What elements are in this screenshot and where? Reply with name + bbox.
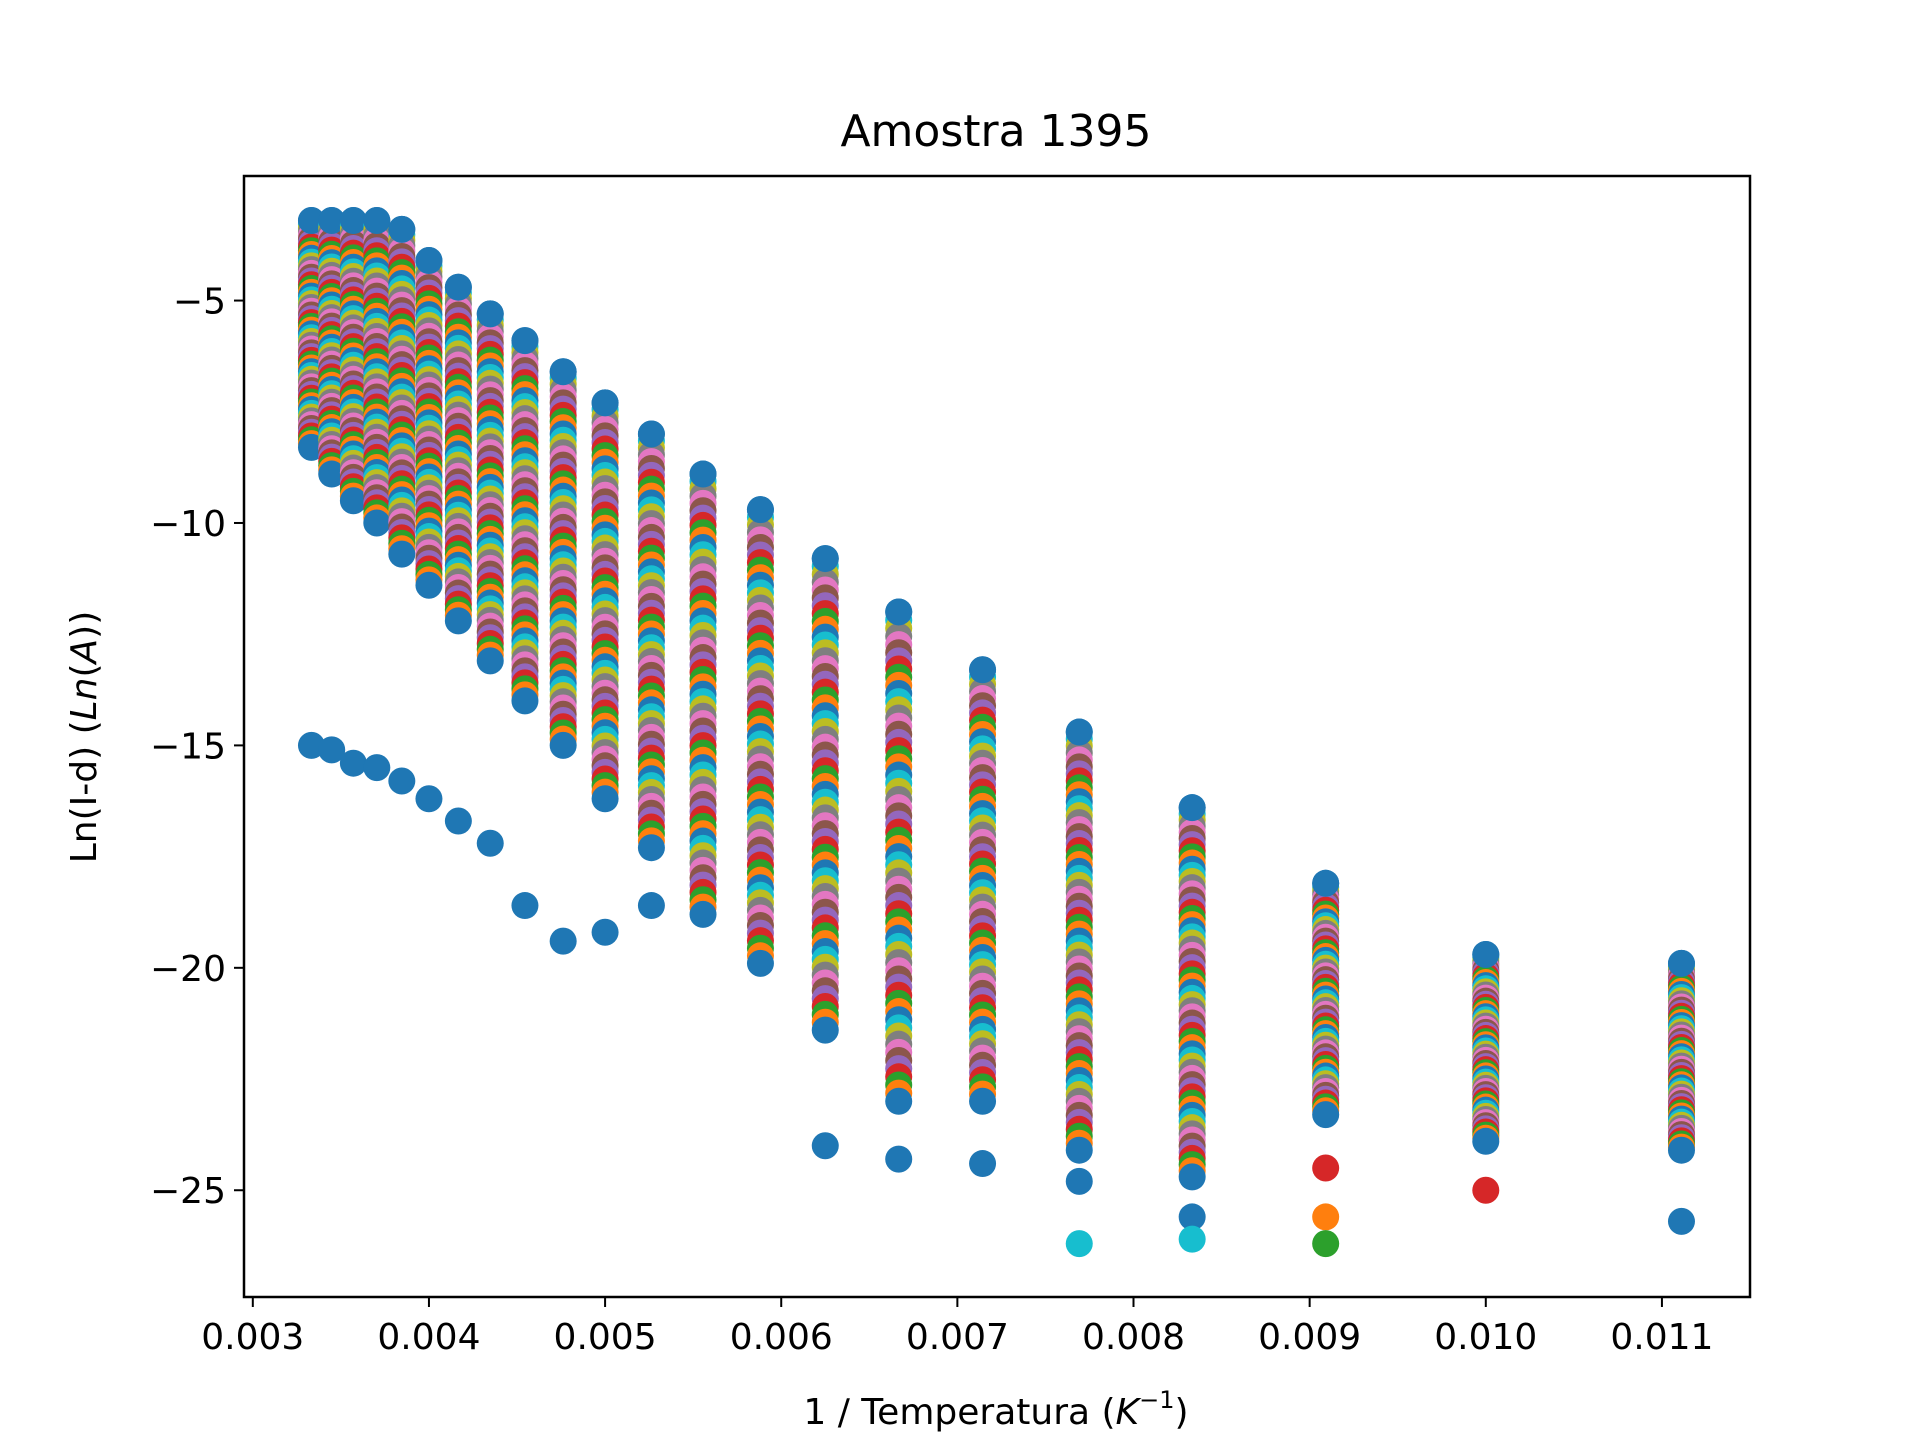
scatter-point [811,1132,839,1160]
scatter-point [1312,869,1340,897]
x-axis-ticks: 0.003 0.004 0.005 0.006 0.007 0.008 0.009 0.010… [201,1297,1713,1358]
scatter-point [363,206,391,234]
scatter-point [1312,1230,1340,1258]
scatter-point [1178,1225,1206,1253]
scatter-point [339,487,367,515]
scatter-point [511,327,539,355]
x-tick-label: 0.010 [1434,1317,1537,1358]
scatter-point [746,496,774,524]
scatter-point [885,1145,913,1173]
scatter-point [1178,794,1206,822]
scatter-point [1472,1176,1500,1204]
scatter-point [363,754,391,782]
scatter-point [637,834,665,862]
scatter-point [297,206,325,234]
scatter-point [1472,940,1500,968]
scatter-point [969,656,997,684]
scatter-point [415,247,443,275]
x-tick-label: 0.008 [1082,1317,1185,1358]
scatter-point [318,736,346,764]
scatter-point [591,785,619,813]
scatter-point [591,918,619,946]
scatter-point [1065,718,1093,746]
chart-title: Amostra 1395 [840,106,1151,157]
scatter-point [549,358,577,386]
scatter-point [1667,949,1695,977]
scatter-point [811,1016,839,1044]
scatter-point [511,892,539,920]
scatter-point [1178,1163,1206,1191]
scatter-point [476,647,504,675]
scatter-point [1065,1167,1093,1195]
scatter-point [339,206,367,234]
scatter-point [318,460,346,488]
y-axis-ticks: −5 −10 −15 −20 −25 [150,282,244,1212]
scatter-point [969,1087,997,1115]
x-tick-label: 0.005 [554,1317,657,1358]
scatter-point [811,545,839,573]
scatter-point [746,949,774,977]
y-axis-label: Ln(I-d) (Ln(A)) [64,611,105,864]
scatter-point [1667,1136,1695,1164]
y-tick-label: −25 [150,1171,226,1212]
scatter-point [297,433,325,461]
scatter-point [637,420,665,448]
scatter-point [637,892,665,920]
y-tick-label: −15 [150,726,226,767]
scatter-point [1667,1207,1695,1235]
scatter-point [969,1150,997,1178]
scatter-point [1065,1230,1093,1258]
x-tick-label: 0.003 [201,1317,304,1358]
scatter-point [339,749,367,777]
scatter-point [318,206,346,234]
x-tick-label: 0.006 [730,1317,833,1358]
scatter-point [885,598,913,626]
scatter-point [388,767,416,795]
scatter-point [297,731,325,759]
y-tick-label: −10 [150,504,226,545]
data-points [297,206,1695,1258]
scatter-point [388,540,416,568]
scatter-point [591,389,619,417]
scatter-point [689,900,717,928]
x-tick-label: 0.009 [1258,1317,1361,1358]
scatter-point [444,807,472,835]
y-tick-label: −5 [173,282,226,323]
scatter-point [1312,1154,1340,1182]
scatter-point [689,460,717,488]
scatter-point [388,215,416,243]
plot-frame [242,174,1752,1299]
y-tick-label: −20 [150,949,226,990]
x-tick-label: 0.011 [1610,1317,1713,1358]
scatter-point [444,607,472,635]
scatter-point [363,509,391,537]
scatter-point [476,300,504,328]
scatter-point [444,273,472,301]
scatter-point [476,829,504,857]
scatter-point [415,785,443,813]
x-tick-label: 0.007 [906,1317,1009,1358]
scatter-point [1312,1101,1340,1129]
scatter-point [1178,1203,1206,1231]
scatter-point [549,731,577,759]
scatter-point [1065,1136,1093,1164]
x-tick-label: 0.004 [377,1317,480,1358]
x-axis-label: 1 / Temperatura (K−1) [803,1386,1188,1433]
scatter-point [415,571,443,599]
scatter-point [549,927,577,955]
scatter-point [511,687,539,715]
scatter-point [1312,1203,1340,1231]
scatter-point [1472,1127,1500,1155]
scatter-point [885,1087,913,1115]
